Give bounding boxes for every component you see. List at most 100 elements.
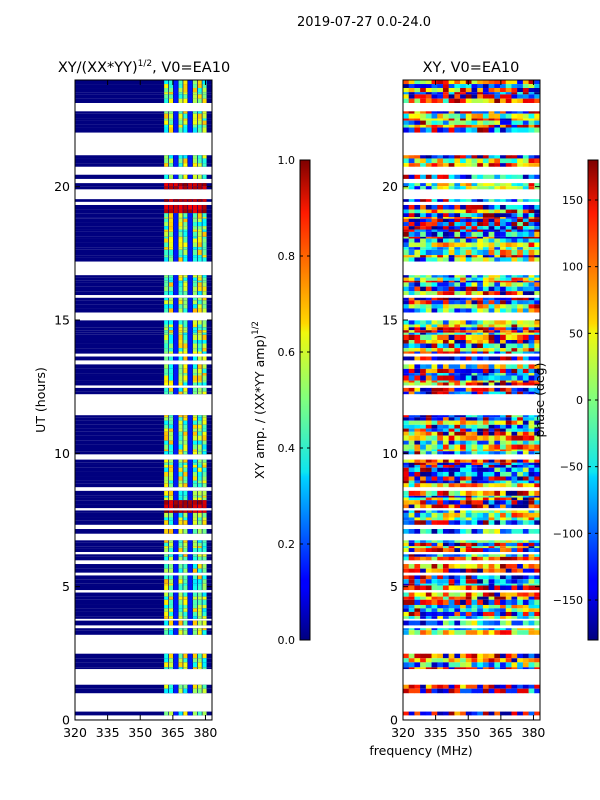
phase-cell bbox=[454, 351, 461, 354]
phase-cell bbox=[425, 204, 432, 210]
amp-cell bbox=[164, 662, 169, 668]
phase-cell bbox=[477, 444, 484, 450]
phase-cell bbox=[454, 520, 461, 525]
phase-cell bbox=[511, 163, 518, 167]
amp-cell bbox=[164, 229, 169, 232]
amp-cell bbox=[168, 255, 174, 258]
phase-cell bbox=[505, 275, 512, 278]
phase-cell bbox=[414, 500, 421, 505]
phase-cell bbox=[425, 186, 432, 190]
phase-cell bbox=[448, 204, 455, 210]
phase-cell bbox=[408, 368, 415, 374]
phase-cell bbox=[425, 163, 432, 167]
phase-cell bbox=[414, 257, 421, 262]
phase-cell bbox=[522, 620, 529, 626]
phase-cell bbox=[494, 444, 501, 450]
phase-cell bbox=[511, 308, 518, 313]
phase-cell bbox=[465, 512, 472, 518]
phase-cell bbox=[517, 340, 524, 344]
phase-cell bbox=[437, 275, 444, 278]
phase-cell bbox=[420, 480, 427, 484]
phase-cell bbox=[522, 420, 529, 425]
amp-cell bbox=[183, 540, 188, 543]
phase-cell bbox=[465, 520, 472, 525]
phase-cell bbox=[460, 127, 467, 133]
phase-cell bbox=[408, 711, 415, 716]
amp-cell bbox=[183, 229, 188, 232]
phase-cell bbox=[414, 364, 421, 369]
phase-cell bbox=[477, 415, 484, 418]
phase-cell bbox=[482, 512, 489, 518]
phase-cell bbox=[448, 387, 455, 392]
phase-cell bbox=[528, 373, 535, 376]
y-tick-label: 15 bbox=[382, 313, 398, 328]
phase-cell bbox=[505, 428, 512, 432]
phase-cell bbox=[408, 415, 415, 418]
phase-cell bbox=[403, 554, 410, 557]
phase-cell bbox=[534, 324, 540, 328]
phase-cell bbox=[437, 476, 444, 481]
phase-cell bbox=[437, 556, 444, 561]
amp-cell bbox=[164, 449, 169, 452]
phase-cell bbox=[500, 334, 507, 341]
phase-cell bbox=[528, 364, 535, 369]
phase-cell bbox=[488, 417, 495, 421]
phase-cell bbox=[505, 471, 512, 477]
phase-cell bbox=[517, 451, 524, 455]
amp-cell bbox=[188, 548, 193, 553]
amp-cell bbox=[168, 387, 174, 392]
phase-cell bbox=[414, 451, 421, 455]
amp-cell bbox=[173, 620, 178, 626]
phase-cell bbox=[511, 124, 518, 128]
phase-cell bbox=[534, 155, 540, 159]
amp-cell bbox=[183, 327, 188, 331]
amp-cell bbox=[197, 84, 202, 89]
phase-cell bbox=[471, 500, 478, 505]
phase-cell bbox=[403, 495, 410, 498]
phase-cell bbox=[505, 373, 512, 376]
phase-cell bbox=[511, 375, 518, 381]
phase-cell bbox=[500, 229, 507, 232]
phase-cell bbox=[448, 275, 455, 278]
phase-cell bbox=[511, 490, 518, 496]
phase-cell bbox=[494, 324, 501, 328]
phase-cell bbox=[442, 417, 449, 421]
amp-cell bbox=[188, 428, 193, 432]
amp-cell bbox=[168, 495, 174, 498]
amp-row bbox=[75, 435, 212, 441]
amp-cell bbox=[173, 608, 178, 612]
phase-cell bbox=[414, 444, 421, 450]
phase-cell bbox=[471, 282, 478, 287]
phase-cell bbox=[511, 327, 518, 331]
amp-cell bbox=[197, 226, 202, 230]
amp-cell bbox=[183, 382, 188, 386]
amp-cell bbox=[197, 504, 202, 509]
amp-cell bbox=[202, 504, 207, 509]
phase-cell bbox=[454, 291, 461, 296]
amp-cell bbox=[197, 520, 202, 525]
phase-cell bbox=[482, 297, 489, 301]
phase-cell bbox=[528, 662, 535, 668]
phase-cell bbox=[488, 120, 495, 125]
phase-cell bbox=[437, 120, 444, 125]
amp-cell bbox=[173, 711, 178, 716]
phase-cell bbox=[522, 199, 529, 202]
phase-cell bbox=[431, 546, 438, 549]
phase-cell bbox=[522, 364, 529, 369]
amp-cell bbox=[164, 428, 169, 432]
phase-cell bbox=[414, 217, 421, 219]
phase-cell bbox=[408, 476, 415, 481]
amp-row bbox=[75, 630, 212, 635]
phase-cell bbox=[505, 667, 512, 670]
phase-cell bbox=[477, 118, 484, 121]
phase-cell bbox=[522, 467, 529, 472]
phase-cell bbox=[505, 568, 512, 573]
phase-cell bbox=[414, 435, 421, 441]
phase-cell bbox=[454, 275, 461, 278]
phase-cell bbox=[528, 387, 535, 392]
phase-cell bbox=[465, 92, 472, 95]
phase-cell bbox=[448, 94, 455, 99]
amp-cell bbox=[188, 320, 193, 325]
phase-cell bbox=[408, 517, 415, 521]
phase-cell bbox=[522, 222, 529, 227]
